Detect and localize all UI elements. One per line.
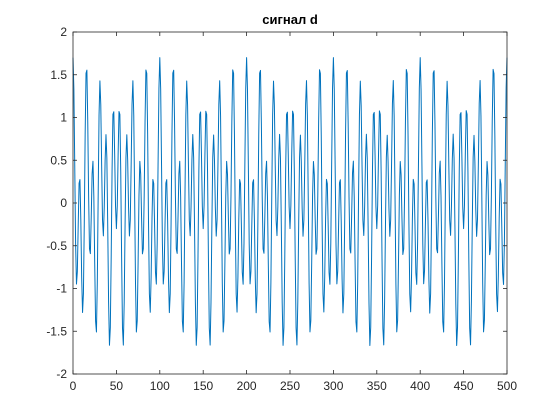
x-tick-label: 450 bbox=[454, 379, 474, 393]
y-tick-label: -0.5 bbox=[46, 239, 67, 253]
signal-line bbox=[72, 57, 508, 347]
x-tick-label: 0 bbox=[70, 379, 77, 393]
x-tick-label: 200 bbox=[237, 379, 257, 393]
x-tick-label: 400 bbox=[410, 379, 430, 393]
x-tick-label: 300 bbox=[323, 379, 343, 393]
y-tick-label: 2 bbox=[60, 25, 67, 39]
y-tick-label: 1.5 bbox=[50, 68, 67, 82]
y-tick-label: 1 bbox=[60, 111, 67, 125]
y-tick-label: -1 bbox=[56, 282, 67, 296]
x-tick-label: 250 bbox=[280, 379, 300, 393]
y-tick-label: -2 bbox=[56, 367, 67, 381]
plot-area bbox=[73, 32, 507, 374]
x-tick-label: 100 bbox=[150, 379, 170, 393]
x-tick-label: 150 bbox=[193, 379, 213, 393]
y-tick-label: -1.5 bbox=[46, 324, 67, 338]
x-axis-ticks: 0 50 100 150 200 250 300 350 400 450 500 bbox=[70, 32, 517, 393]
x-tick-label: 350 bbox=[367, 379, 387, 393]
y-tick-label: 0 bbox=[60, 196, 67, 210]
y-tick-label: 0.5 bbox=[50, 153, 67, 167]
chart-title: сигнал d bbox=[262, 12, 318, 27]
y-axis-ticks: -2 -1.5 -1 -0.5 0 0.5 1 1.5 2 bbox=[46, 25, 507, 381]
series-layer bbox=[72, 57, 508, 347]
x-tick-label: 50 bbox=[110, 379, 124, 393]
x-tick-label: 500 bbox=[497, 379, 517, 393]
